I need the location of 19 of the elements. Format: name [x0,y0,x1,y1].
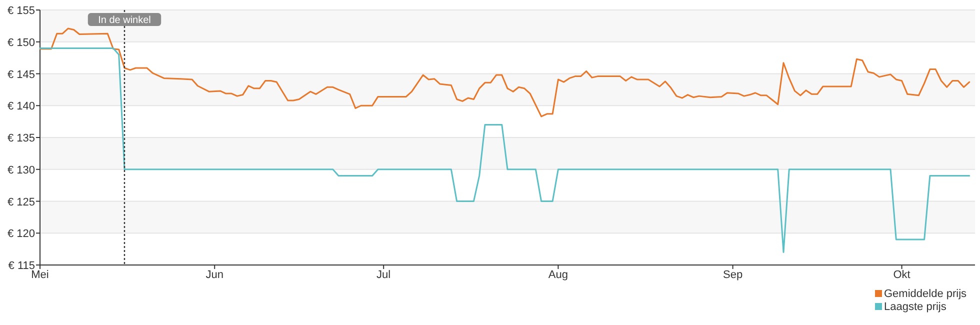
y-tick-label: € 120 [7,228,35,240]
x-tick-label: Okt [893,269,910,281]
line-series [39,28,970,118]
legend-label: Gemiddelde prijs [884,288,968,300]
y-tick-label: € 150 [7,36,35,49]
x-tick-label: Sep [723,269,743,281]
x-tick-label: Mei [31,269,49,281]
ref-line-label: In de winkel [98,15,151,26]
y-tick-label: € 135 [7,132,35,144]
y-tick-label: € 145 [7,68,35,81]
legend-label: Laagste prijs [884,301,947,313]
line-series [39,48,970,253]
x-tick-label: Jul [376,269,391,281]
x-tick-label: Jun [206,269,224,281]
y-tick-label: € 130 [7,164,35,176]
x-tick-label: Aug [548,269,568,281]
y-tick-label: € 140 [7,100,35,113]
y-tick-label: € 125 [7,196,35,208]
y-tick-label: € 155 [7,5,35,17]
